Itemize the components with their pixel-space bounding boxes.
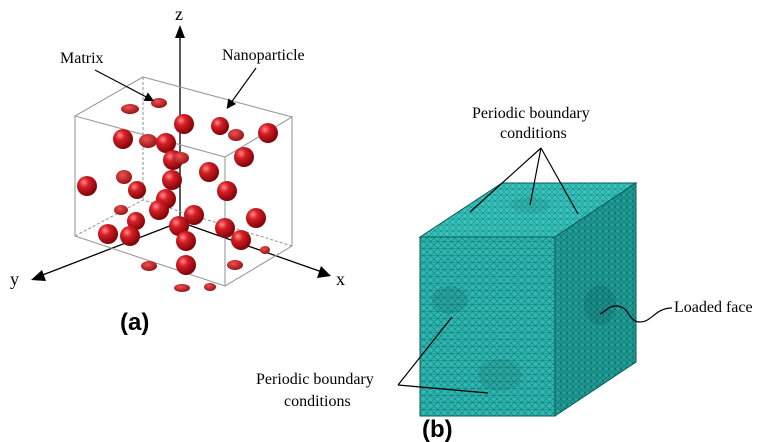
- nanoparticle: [156, 133, 176, 153]
- nanoparticle: [217, 181, 237, 201]
- nanoparticle: [204, 283, 216, 291]
- nanoparticle: [174, 284, 190, 292]
- nanoparticle: [228, 129, 244, 141]
- nanoparticle: [141, 261, 157, 271]
- nanoparticle: [176, 255, 196, 275]
- nanoparticle: [77, 176, 97, 196]
- nanoparticle: [258, 123, 278, 143]
- side-periodic-label-line1: Periodic boundary: [256, 371, 374, 388]
- top-periodic-label-line1: Periodic boundary: [472, 105, 590, 122]
- nanoparticle-label: Nanoparticle: [222, 47, 305, 64]
- nanoparticle: [127, 212, 145, 230]
- top-pointer-left: [469, 147, 542, 213]
- top-pointer-right: [540, 147, 579, 215]
- x-axis-label: x: [336, 269, 345, 289]
- nanoparticle: [162, 170, 182, 190]
- nanoparticle: [151, 98, 167, 108]
- nanoparticle: [169, 216, 189, 236]
- cube-right-face: [554, 182, 637, 417]
- nanoparticle: [149, 200, 169, 220]
- top-pointer-middle: [529, 147, 542, 206]
- matrix-box: [73, 76, 294, 287]
- nanoparticle: [211, 117, 229, 135]
- nanoparticles: [77, 98, 278, 292]
- nanoparticle: [114, 205, 128, 215]
- matrix-label: Matrix: [60, 50, 104, 67]
- y-axis-arrow: [31, 270, 46, 281]
- y-axis-label: y: [10, 269, 19, 289]
- top-periodic-label-line2: conditions: [500, 125, 567, 142]
- nanoparticle: [231, 230, 251, 250]
- nanoparticle: [139, 134, 157, 148]
- nanoparticle: [128, 181, 146, 199]
- loaded-face-pointer: [599, 305, 673, 323]
- mesh-shade: [478, 359, 522, 391]
- nanoparticle: [121, 104, 139, 114]
- side-pointer-right: [397, 384, 489, 394]
- nanoparticle: [120, 226, 140, 246]
- nanoparticle: [260, 246, 270, 254]
- nanoparticle: [234, 147, 254, 167]
- nanoparticle-pointer: [226, 67, 257, 109]
- panel-b-label: (b): [422, 416, 453, 442]
- nanoparticle: [184, 205, 204, 225]
- side-pointer-up: [397, 316, 453, 386]
- nanoparticle: [199, 162, 219, 182]
- nanoparticle: [174, 114, 194, 134]
- x-axis-arrow: [317, 266, 331, 278]
- nanoparticle: [116, 170, 132, 184]
- side-periodic-label-line2: conditions: [284, 393, 351, 410]
- nanoparticle: [173, 152, 189, 164]
- x-axis: [179, 221, 323, 273]
- mesh-shade: [432, 286, 468, 314]
- panel-a: z y x: [10, 4, 345, 336]
- nanoparticle: [215, 218, 235, 238]
- loaded-face-label: Loaded face: [674, 299, 753, 316]
- y-axis: [39, 221, 181, 277]
- z-axis-label: z: [175, 4, 183, 24]
- nanoparticle: [113, 129, 133, 149]
- nanoparticle: [227, 260, 243, 270]
- nanoparticle: [176, 231, 196, 251]
- matrix-pointer: [94, 69, 155, 102]
- nanoparticle: [246, 208, 266, 228]
- z-axis-arrow: [175, 25, 185, 38]
- nanoparticle: [98, 224, 118, 244]
- panel-b: Periodic boundary conditions Periodic bo…: [256, 105, 753, 442]
- mesh-shade: [584, 285, 616, 325]
- panel-a-label: (a): [120, 309, 149, 336]
